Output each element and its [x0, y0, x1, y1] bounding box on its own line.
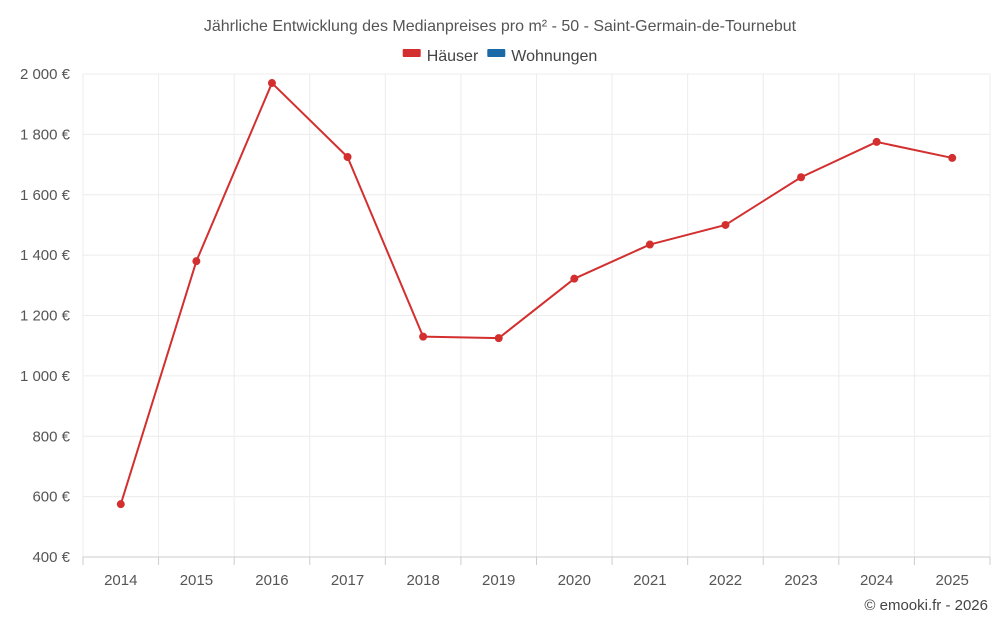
legend-swatch	[402, 49, 421, 57]
series-line-häuser	[119, 82, 953, 505]
data-point[interactable]	[343, 153, 352, 162]
x-tick-label: 2024	[860, 572, 893, 589]
chart-title: Jährliche Entwicklung des Medianpreises …	[204, 18, 797, 35]
legend-label: Häuser	[427, 48, 479, 65]
data-point[interactable]	[192, 257, 201, 266]
y-tick-label: 2 000 €	[20, 66, 71, 83]
y-tick-label: 1 800 €	[20, 126, 71, 143]
y-tick-label: 1 000 €	[20, 368, 71, 385]
data-point[interactable]	[570, 274, 579, 283]
x-tick-label: 2023	[784, 572, 817, 589]
data-point[interactable]	[419, 332, 428, 341]
x-tick-label: 2016	[255, 572, 288, 589]
grid	[82, 73, 991, 557]
x-tick-label: 2021	[633, 572, 666, 589]
axes: 400 € 600 € 800 € 1 000 € 1 200 € 1 400 € 1 60…	[20, 66, 991, 589]
x-tick-label: 2015	[180, 572, 213, 589]
x-tick-label: 2020	[558, 572, 591, 589]
legend-item-häuser[interactable]: Häuser	[402, 48, 479, 65]
data-point[interactable]	[721, 220, 730, 229]
x-tick-label: 2019	[482, 572, 515, 589]
y-tick-label: 800 €	[32, 428, 70, 445]
x-tick-label: 2025	[936, 572, 969, 589]
series-layer	[116, 79, 957, 509]
legend-label: Wohnungen	[511, 48, 597, 65]
x-tick-label: 2018	[406, 572, 439, 589]
data-point[interactable]	[872, 137, 881, 146]
data-point[interactable]	[948, 153, 957, 162]
legend: Häuser Wohnungen	[402, 48, 597, 65]
data-point[interactable]	[267, 79, 276, 88]
legend-item-wohnungen[interactable]: Wohnungen	[487, 48, 597, 65]
data-point[interactable]	[645, 240, 654, 249]
y-tick-label: 1 200 €	[20, 308, 71, 325]
data-point[interactable]	[116, 500, 125, 509]
x-tick-label: 2014	[104, 572, 137, 589]
credit-text: © emooki.fr - 2026	[864, 597, 988, 614]
data-point[interactable]	[494, 334, 503, 343]
y-tick-label: 400 €	[32, 549, 70, 566]
y-tick-label: 600 €	[32, 489, 70, 506]
x-tick-label: 2017	[331, 572, 364, 589]
y-tick-label: 1 400 €	[20, 247, 71, 264]
y-tick-label: 1 600 €	[20, 187, 71, 204]
x-tick-label: 2022	[709, 572, 742, 589]
legend-swatch	[487, 49, 506, 57]
data-point[interactable]	[797, 173, 806, 182]
